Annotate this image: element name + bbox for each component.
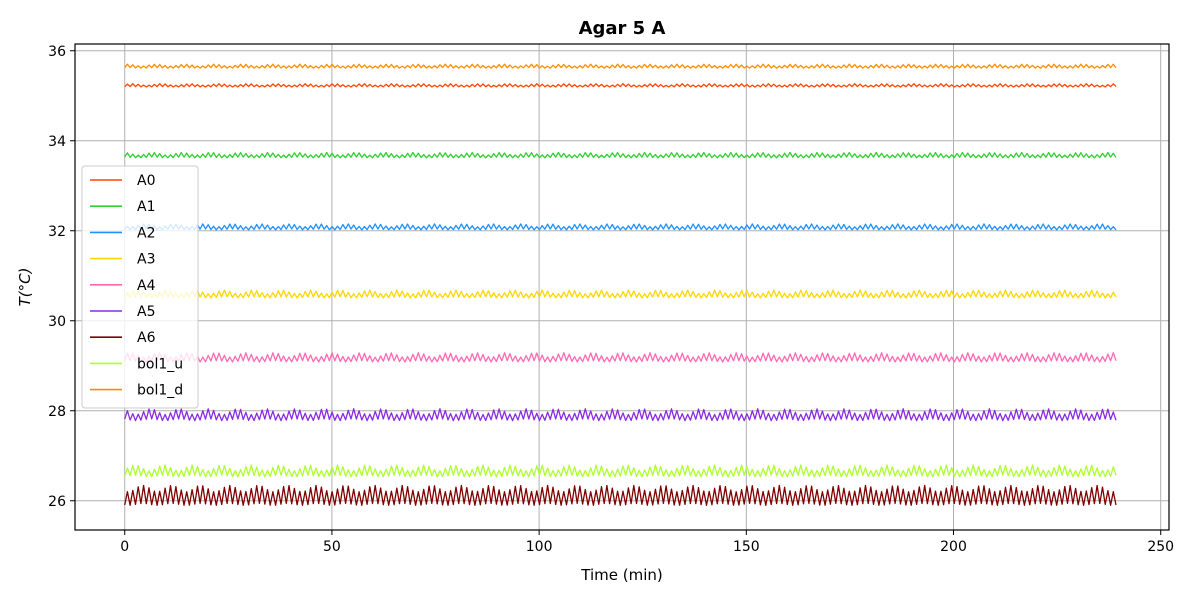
x-tick-label: 100 (526, 539, 553, 555)
series-line-bol1_u (124, 464, 1117, 478)
grid (75, 44, 1169, 530)
series-line-A1 (124, 151, 1117, 159)
y-tick-label: 28 (48, 404, 66, 420)
legend-label: A0 (137, 173, 155, 189)
legend-label: A3 (137, 252, 155, 268)
series-lines (124, 63, 1117, 506)
legend-label: bol1_u (137, 356, 183, 372)
series-line-A3 (124, 289, 1117, 299)
y-tick-label: 34 (48, 134, 66, 150)
series-line-A5 (124, 408, 1117, 422)
x-tick-label: 0 (120, 539, 129, 555)
x-axis-label: Time (min) (580, 566, 662, 584)
y-tick-label: 26 (48, 494, 66, 510)
y-tick-label: 30 (48, 314, 66, 330)
legend-label: A5 (137, 304, 155, 320)
legend-label: A2 (137, 225, 155, 241)
series-line-bol1_d (124, 63, 1117, 69)
series-line-A2 (124, 223, 1117, 231)
x-tick-label: 250 (1147, 539, 1174, 555)
series-line-A6 (124, 484, 1117, 506)
plot-frame (74, 43, 1170, 531)
legend: A0 A1 A2 A3 A4 A5 A6 bol1_u bol1_d (81, 165, 199, 409)
y-tick-label: 36 (48, 44, 66, 60)
series-line-A4 (124, 352, 1117, 363)
legend-label: A6 (137, 330, 156, 346)
series-line-A0 (124, 83, 1117, 88)
axis-ticks: 0 50 100 150 200 250 26 28 30 32 34 36 (48, 44, 1174, 555)
x-tick-label: 200 (940, 539, 967, 555)
y-tick-label: 32 (48, 224, 66, 240)
legend-box (81, 165, 199, 409)
legend-label: A1 (137, 199, 155, 215)
x-tick-label: 150 (733, 539, 760, 555)
x-tick-label: 50 (323, 539, 341, 555)
legend-label: bol1_d (137, 383, 183, 399)
y-axis-label: T(°C) (16, 268, 34, 307)
chart-title: Agar 5 A (579, 18, 666, 39)
legend-label: A4 (137, 278, 156, 294)
